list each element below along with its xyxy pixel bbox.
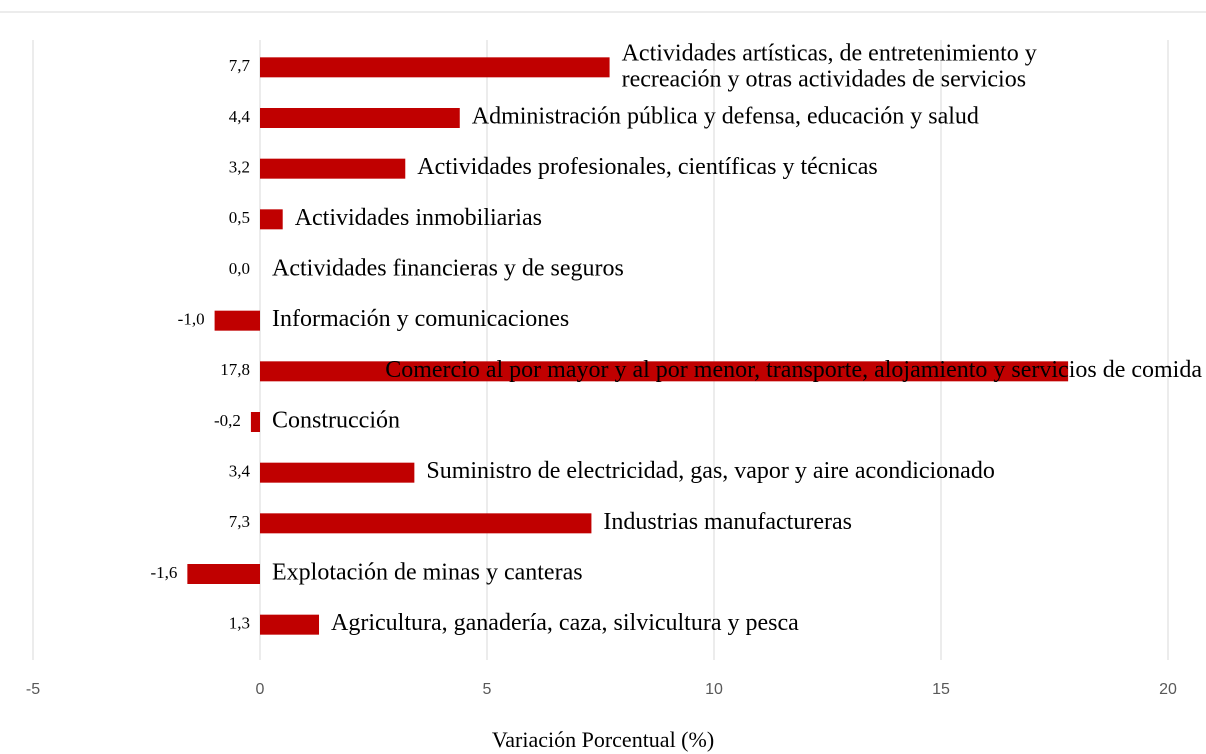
category-label: Actividades artísticas, de entretenimien…: [622, 40, 1037, 92]
x-tick-label: -5: [26, 681, 40, 698]
x-tick-label: 15: [932, 681, 950, 698]
value-label: -0,2: [214, 411, 241, 430]
category-label: Construcción: [272, 408, 400, 434]
bar: [260, 513, 592, 534]
bar: [260, 361, 1069, 382]
x-tick-label: 10: [705, 681, 723, 698]
category-label: Explotación de minas y canteras: [272, 560, 583, 586]
bar: [187, 564, 260, 584]
value-label: 7,7: [229, 56, 251, 75]
bar: [260, 462, 415, 483]
bar: [260, 209, 283, 230]
value-label: 0,0: [229, 259, 250, 278]
value-label: 0,5: [229, 208, 250, 227]
value-label: 4,4: [229, 107, 251, 126]
category-label: Administración pública y defensa, educac…: [472, 104, 979, 130]
bar: [214, 310, 260, 331]
category-label: Información y comunicaciones: [272, 306, 569, 332]
bar: [260, 108, 460, 128]
category-line: Actividades artísticas, de entretenimien…: [622, 40, 1037, 66]
bar: [260, 614, 320, 635]
value-label: 3,2: [229, 158, 250, 177]
category-label: Suministro de electricidad, gas, vapor y…: [426, 458, 994, 484]
bar: [250, 412, 260, 432]
category-line: recreación y otras actividades de servic…: [622, 66, 1026, 92]
category-label: Industrias manufactureras: [603, 509, 852, 535]
value-label: 17,8: [220, 360, 250, 379]
value-label: 7,3: [229, 512, 250, 531]
value-label: 3,4: [229, 462, 251, 481]
category-label: Actividades financieras y de seguros: [272, 256, 624, 282]
category-label: Agricultura, ganadería, caza, silvicultu…: [331, 610, 799, 636]
value-label: -1,6: [150, 563, 177, 582]
value-label: -1,0: [178, 310, 205, 329]
x-tick-label: 20: [1159, 681, 1177, 698]
x-tick-label: 5: [483, 681, 492, 698]
value-label: 1,3: [229, 614, 250, 633]
bar: [260, 158, 406, 179]
bar: [260, 57, 610, 78]
x-axis-label: Variación Porcentual (%): [492, 727, 714, 752]
category-label: Actividades inmobiliarias: [295, 205, 542, 231]
category-label: Actividades profesionales, científicas y…: [417, 154, 878, 180]
x-tick-label: 0: [256, 681, 265, 698]
category-label: Comercio al por mayor y al por menor, tr…: [385, 357, 1202, 383]
